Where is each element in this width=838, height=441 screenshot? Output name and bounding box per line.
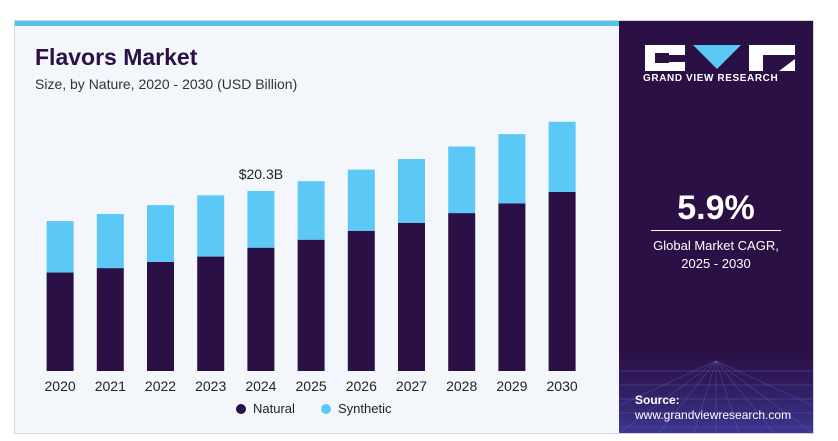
legend-swatch-natural [236, 404, 246, 414]
cagr-divider [651, 230, 781, 231]
chart-card: Flavors Market Size, by Nature, 2020 - 2… [14, 20, 814, 434]
source-label: Source: [635, 393, 680, 407]
bar-synthetic-2025 [297, 181, 325, 240]
x-tick-label-2024: 2024 [245, 378, 276, 394]
bar-synthetic-2027 [398, 158, 425, 223]
x-tick-label-2021: 2021 [95, 378, 126, 394]
source-block: Source: www.grandviewresearch.com [635, 393, 791, 423]
data-label-2024: $20.3B [239, 166, 283, 182]
bar-synthetic-2028 [448, 146, 476, 214]
x-tick-label-2022: 2022 [145, 378, 176, 394]
bar-natural-2022 [147, 261, 174, 371]
cagr-label-line1: Global Market CAGR, [653, 238, 779, 253]
bar-natural-2026 [347, 230, 375, 371]
legend-swatch-synthetic [321, 404, 331, 414]
bar-synthetic-2029 [498, 134, 526, 204]
grand-view-research-logo-icon [645, 45, 795, 71]
x-tick-label-2030: 2030 [547, 378, 578, 394]
brand-panel: GRAND VIEW RESEARCH 5.9% Global Market C… [619, 21, 813, 433]
cagr-value: 5.9% [677, 189, 755, 227]
chart-panel: Flavors Market Size, by Nature, 2020 - 2… [15, 26, 619, 433]
x-tick-label-2026: 2026 [346, 378, 377, 394]
bar-natural-2024 [247, 247, 275, 371]
bar-chart: 2020 2021 2022 2023 2024 2025 2026 2027 2028 2029… [45, 121, 578, 416]
accent-bar [15, 21, 619, 26]
x-tick-label-2023: 2023 [195, 378, 226, 394]
bar-natural-2028 [448, 213, 476, 371]
x-tick-label-2020: 2020 [45, 378, 76, 394]
x-tick-label-2027: 2027 [396, 378, 427, 394]
bar-natural-2020 [46, 272, 74, 371]
bar-synthetic-2024 [247, 190, 275, 248]
cagr-label: Global Market CAGR, 2025 - 2030 [619, 237, 813, 273]
legend-label-natural: Natural [253, 401, 295, 416]
brand-name: GRAND VIEW RESEARCH [643, 73, 779, 84]
bar-natural-2027 [398, 222, 425, 371]
source-url[interactable]: www.grandviewresearch.com [635, 408, 792, 422]
bar-synthetic-2026 [347, 169, 375, 231]
bar-synthetic-2022 [147, 205, 174, 262]
legend-label-synthetic: Synthetic [338, 401, 392, 416]
bar-natural-2021 [96, 268, 124, 371]
bar-synthetic-2021 [96, 213, 124, 269]
bar-natural-2025 [297, 239, 325, 371]
grid-decoration [619, 351, 813, 433]
bar-synthetic-2020 [46, 221, 74, 273]
bar-synthetic-2030 [548, 121, 576, 192]
bar-natural-2030 [548, 191, 576, 371]
bar-synthetic-2023 [197, 195, 225, 257]
cagr-label-line2: 2025 - 2030 [681, 256, 751, 271]
bar-natural-2029 [498, 203, 526, 371]
x-tick-label-2025: 2025 [296, 378, 327, 394]
x-tick-label-2029: 2029 [496, 378, 527, 394]
bar-natural-2023 [197, 256, 225, 371]
chart-title: Flavors Market [35, 44, 198, 70]
x-tick-label-2028: 2028 [446, 378, 477, 394]
chart-subtitle: Size, by Nature, 2020 - 2030 (USD Billio… [35, 76, 298, 92]
